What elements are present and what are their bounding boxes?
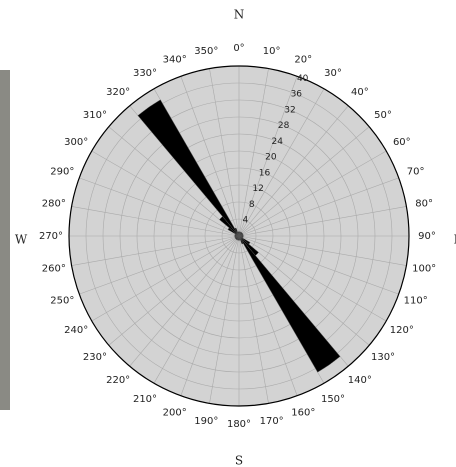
compass-south: S (235, 454, 243, 467)
grid-spoke (79, 235, 240, 295)
angle-label: 230° (83, 352, 107, 363)
angle-label: 50° (374, 110, 392, 121)
grid-spoke (209, 235, 240, 404)
ring-label: 28 (278, 121, 290, 131)
angle-label: 120° (390, 325, 414, 336)
angle-label: 30° (324, 68, 342, 79)
ring-label: 40 (297, 74, 309, 84)
petal (237, 231, 240, 237)
angle-label: 280° (42, 198, 66, 209)
compass-east: E (454, 233, 456, 247)
grid-spoke (238, 235, 298, 396)
angle-label: 100° (412, 264, 436, 275)
petal (238, 235, 244, 245)
petal (238, 235, 341, 373)
ring-label: 24 (271, 137, 283, 147)
ring-label: 36 (291, 90, 303, 100)
grid-spoke (238, 235, 407, 266)
petal (137, 99, 240, 237)
angle-label: 300° (64, 137, 88, 148)
angle-label: 320° (106, 87, 130, 98)
angle-label: 260° (42, 264, 66, 275)
grid-spoke (238, 150, 387, 237)
ring-label: 4 (243, 216, 249, 226)
grid-spoke (108, 126, 240, 237)
petal (234, 227, 240, 237)
ring-label: 32 (284, 105, 295, 115)
grid-spoke (108, 235, 240, 346)
grid-spoke (71, 206, 240, 237)
grid-spoke (91, 235, 240, 322)
ring-label: 20 (265, 153, 277, 163)
grid-spoke (91, 150, 240, 237)
angle-label: 0° (233, 43, 244, 54)
grid-spoke (238, 105, 349, 237)
angle-label: 10° (263, 46, 281, 57)
angle-label: 140° (348, 375, 372, 386)
angle-label: 290° (50, 167, 74, 178)
angle-label: 340° (163, 54, 187, 65)
angle-label: 20° (294, 54, 312, 65)
angle-label: 150° (321, 394, 345, 405)
angle-label: 210° (133, 394, 157, 405)
angle-label: 160° (291, 408, 315, 419)
angle-label: 180° (227, 419, 251, 430)
grid-spoke (238, 206, 407, 237)
grid-spoke (238, 68, 269, 237)
grid-spoke (180, 235, 240, 396)
angle-label: 80° (415, 198, 433, 209)
angle-label: 200° (163, 408, 187, 419)
angle-label: 110° (404, 295, 428, 306)
grid-spoke (153, 235, 240, 384)
angle-label: 330° (133, 68, 157, 79)
grid-spoke (238, 88, 325, 237)
angle-label: 270° (39, 231, 63, 242)
angle-label: 70° (407, 167, 425, 178)
angle-label: 220° (106, 375, 130, 386)
angle-label: 250° (50, 295, 74, 306)
grid-spoke (238, 76, 298, 237)
grid-spoke (238, 235, 269, 404)
angle-label: 90° (418, 231, 436, 242)
ring-label: 8 (249, 200, 255, 210)
grid-spoke (71, 235, 240, 266)
compass-west: W (15, 233, 28, 247)
grid-spoke (238, 126, 370, 237)
angle-label: 130° (371, 352, 395, 363)
angle-label: 40° (351, 87, 369, 98)
grid-spoke (180, 76, 240, 237)
grid-spoke (238, 235, 387, 322)
grid-spoke (238, 235, 399, 295)
grid-spoke (79, 177, 240, 237)
ring-label: 16 (259, 168, 271, 178)
plot-border (68, 65, 410, 407)
angle-label: 60° (393, 137, 411, 148)
ring-label: 12 (252, 184, 263, 194)
angle-label: 190° (194, 416, 218, 427)
angle-label: 350° (194, 46, 218, 57)
grid-spoke (209, 68, 240, 237)
compass-north: N (234, 8, 245, 22)
grid-spoke (129, 235, 240, 367)
angle-label: 310° (83, 110, 107, 121)
angle-label: 170° (260, 416, 284, 427)
angle-label: 240° (64, 325, 88, 336)
grid-spoke (238, 177, 399, 237)
grid-spoke (238, 235, 370, 346)
photo-strip (0, 70, 10, 410)
